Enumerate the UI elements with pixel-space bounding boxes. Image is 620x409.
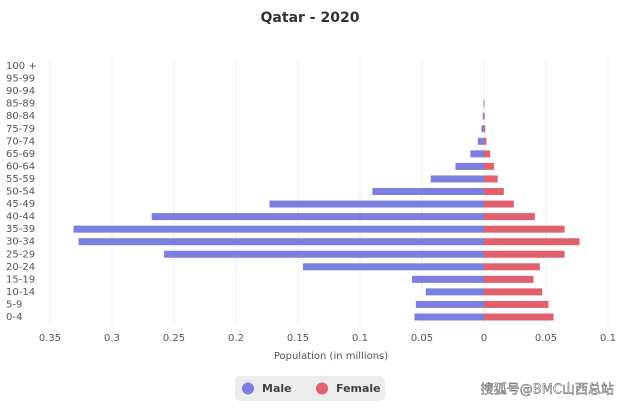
bar <box>425 288 484 296</box>
y-tick-label: 20-24 <box>6 262 35 273</box>
y-tick-label: 55-59 <box>6 174 35 185</box>
x-tick-label: 0.25 <box>163 333 185 344</box>
y-tick-label: 10-14 <box>6 287 35 298</box>
bar <box>372 188 484 195</box>
bar <box>482 112 484 120</box>
bar <box>484 300 549 308</box>
bar <box>455 162 484 170</box>
legend-label: Female <box>336 382 381 395</box>
bar <box>484 125 486 133</box>
y-tick-label: 5-9 <box>6 299 22 310</box>
bar <box>484 150 491 158</box>
bar <box>412 275 484 283</box>
y-tick-label: 40-44 <box>6 212 35 223</box>
bar <box>481 125 484 133</box>
y-tick-label: 0-4 <box>6 312 22 323</box>
bar <box>78 238 485 246</box>
bar <box>477 137 484 145</box>
x-tick-label: 0.1 <box>352 333 368 344</box>
bar <box>484 175 498 183</box>
bar <box>269 200 484 208</box>
bar <box>151 213 484 221</box>
y-tick-label: 70-74 <box>6 136 35 147</box>
bar <box>484 225 565 233</box>
bar <box>470 150 484 158</box>
legend-box <box>235 376 385 401</box>
bar <box>484 188 504 195</box>
bar <box>484 263 540 271</box>
y-tick-label: 35-39 <box>6 224 35 235</box>
bar <box>484 112 485 120</box>
y-tick-label: 75-79 <box>6 124 35 135</box>
bar <box>302 263 484 271</box>
y-tick-label: 50-54 <box>6 187 35 198</box>
chart-title: Qatar - 2020 <box>261 10 360 26</box>
y-tick-label: 60-64 <box>6 161 35 172</box>
bar <box>414 313 484 321</box>
y-tick-label: 25-29 <box>6 249 35 260</box>
x-tick-label: 0.35 <box>39 333 61 344</box>
bar <box>484 275 534 283</box>
bar <box>484 162 494 170</box>
bar <box>484 200 514 208</box>
y-tick-label: 100 + <box>6 61 37 72</box>
y-tick-label: 15-19 <box>6 274 35 285</box>
x-tick-label: 0.1 <box>600 333 616 344</box>
bar <box>415 300 484 308</box>
x-tick-label: 0.05 <box>411 333 433 344</box>
legend-label: Male <box>262 382 292 395</box>
x-tick-label: 0.05 <box>535 333 557 344</box>
bar <box>73 225 484 233</box>
y-tick-label: 90-94 <box>6 86 35 97</box>
bar <box>484 213 535 221</box>
y-tick-label: 65-69 <box>6 149 35 160</box>
watermark: 搜狐号@BMC山西总站 <box>481 383 614 398</box>
bar <box>483 100 484 108</box>
bar <box>484 238 580 246</box>
legend-marker <box>242 382 254 395</box>
bar <box>484 137 487 145</box>
x-tick-label: 0.3 <box>104 333 120 344</box>
bar <box>484 250 565 258</box>
y-tick-label: 95-99 <box>6 74 35 85</box>
x-axis-label: Population (in millions) <box>274 351 388 362</box>
bar <box>164 250 484 258</box>
y-tick-label: 80-84 <box>6 111 35 122</box>
x-tick-label: 0.15 <box>287 333 309 344</box>
y-tick-label: 85-89 <box>6 99 35 110</box>
x-tick-label: 0.2 <box>228 333 244 344</box>
x-tick-label: 0 <box>481 333 487 344</box>
bar <box>430 175 484 183</box>
bar <box>484 288 543 296</box>
y-tick-label: 45-49 <box>6 199 35 210</box>
y-tick-label: 30-34 <box>6 237 35 248</box>
bar <box>484 313 554 321</box>
legend-marker <box>316 382 328 395</box>
